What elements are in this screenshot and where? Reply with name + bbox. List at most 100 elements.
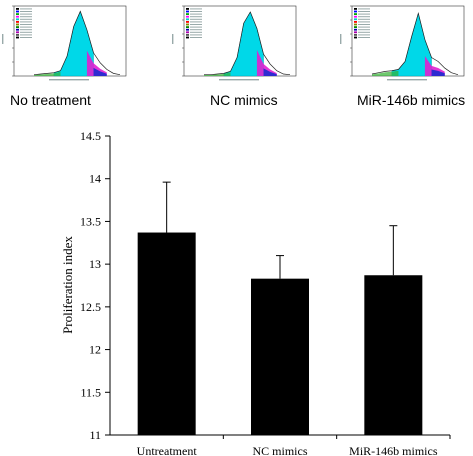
- legend-swatch: [16, 10, 19, 13]
- histogram-panel-mir146b-mimics: [338, 0, 468, 88]
- histogram-outline: [204, 11, 291, 76]
- legend-swatch: [354, 26, 357, 28]
- legend-text: [358, 26, 370, 28]
- legend-swatch: [354, 36, 357, 39]
- legend-text: [190, 11, 202, 12]
- legend-swatch: [186, 28, 189, 31]
- legend-swatch: [354, 15, 357, 18]
- histogram-plot: [172, 5, 297, 81]
- y-tick-label: 13.5: [80, 214, 101, 228]
- histogram-panel-no-treatment: [0, 0, 130, 88]
- legend-swatch: [16, 31, 19, 34]
- legend-text: [358, 31, 370, 33]
- legend-text: [20, 26, 32, 28]
- legend-text: [190, 13, 202, 15]
- y-tick-label: 11.5: [80, 385, 101, 399]
- panel-caption-nc-mimics: NC mimics: [210, 92, 278, 108]
- legend-swatch: [16, 15, 19, 18]
- legend-swatch: [354, 21, 357, 23]
- legend-swatch: [16, 28, 19, 31]
- y-tick-label: 11: [89, 428, 101, 442]
- histogram-plot: [340, 5, 465, 81]
- legend-swatch: [16, 21, 19, 23]
- legend-swatch: [354, 8, 357, 10]
- legend-swatch: [16, 18, 19, 21]
- bar: [251, 278, 309, 435]
- legend-swatch: [186, 26, 189, 28]
- legend-text: [358, 18, 370, 20]
- legend-text: [358, 29, 370, 31]
- histogram-peak-secondary: [256, 49, 277, 76]
- histogram-peak-secondary: [86, 50, 107, 76]
- histogram-plot: [2, 5, 127, 81]
- legend-text: [20, 37, 32, 38]
- bar: [364, 275, 423, 435]
- panel-caption-no-treatment: No treatment: [10, 92, 91, 108]
- legend-swatch: [16, 8, 19, 10]
- panel-caption-mir146b-mimics: MiR-146b mimics: [357, 92, 466, 108]
- histogram-outline: [371, 11, 459, 76]
- legend-text: [190, 37, 202, 38]
- legend-swatch: [186, 36, 189, 39]
- y-axis-title: Proliferation index: [60, 236, 75, 334]
- legend-swatch: [16, 26, 19, 28]
- legend-swatch: [354, 10, 357, 13]
- histogram-peak-low: [204, 72, 231, 76]
- legend-text: [190, 16, 202, 18]
- legend-swatch: [16, 23, 19, 26]
- histogram-peak-tertiary: [431, 69, 445, 76]
- legend-text: [190, 26, 202, 28]
- legend-text: [20, 24, 32, 25]
- histogram-x-label: [219, 79, 259, 81]
- bar: [137, 232, 196, 435]
- legend-text: [20, 16, 32, 18]
- histogram-peak-low: [34, 71, 61, 76]
- legend-swatch: [186, 34, 189, 36]
- legend-swatch: [186, 10, 189, 13]
- legend-text: [358, 8, 370, 10]
- histogram-peak-low: [372, 70, 399, 76]
- histogram-peak-secondary: [424, 56, 445, 76]
- category-label: MiR-146b mimics: [349, 444, 438, 456]
- legend-swatch: [16, 36, 19, 39]
- legend-text: [358, 21, 370, 23]
- legend-text: [190, 18, 202, 20]
- legend-text: [190, 8, 202, 10]
- legend-swatch: [354, 18, 357, 21]
- category-label: Untreatment: [137, 444, 198, 456]
- legend-text: [20, 34, 32, 36]
- histogram-y-label: [340, 34, 342, 44]
- legend-swatch: [354, 13, 357, 15]
- legend-swatch: [186, 15, 189, 18]
- legend-swatch: [186, 13, 189, 15]
- legend-text: [358, 13, 370, 15]
- legend-swatch: [354, 34, 357, 36]
- legend-text: [190, 24, 202, 25]
- legend-text: [20, 21, 32, 23]
- legend-swatch: [186, 23, 189, 26]
- y-tick-label: 12.5: [80, 300, 101, 314]
- histogram-x-label: [49, 79, 89, 81]
- legend-text: [358, 11, 370, 12]
- legend-text: [20, 29, 32, 31]
- legend-swatch: [186, 8, 189, 10]
- legend-text: [190, 29, 202, 31]
- legend-swatch: [16, 34, 19, 36]
- legend-text: [20, 13, 32, 15]
- histogram-panel-nc-mimics: [170, 0, 300, 88]
- histogram-y-label: [2, 34, 4, 44]
- category-label: NC mimics: [252, 444, 307, 456]
- legend-text: [20, 18, 32, 20]
- histogram-peak-tertiary: [263, 68, 277, 76]
- y-tick-label: 12: [89, 343, 101, 357]
- y-tick-label: 14: [89, 172, 101, 186]
- legend-text: [190, 31, 202, 33]
- legend-swatch: [186, 21, 189, 23]
- legend-text: [190, 21, 202, 23]
- histogram-y-label: [172, 34, 174, 44]
- histogram-outline: [33, 10, 121, 76]
- legend-text: [190, 34, 202, 36]
- legend-text: [20, 31, 32, 33]
- legend-swatch: [354, 31, 357, 34]
- bar-chart: 11 11.5 12 12.5 13 13.5 14 14.5 Untreatment NC m…: [60, 129, 451, 456]
